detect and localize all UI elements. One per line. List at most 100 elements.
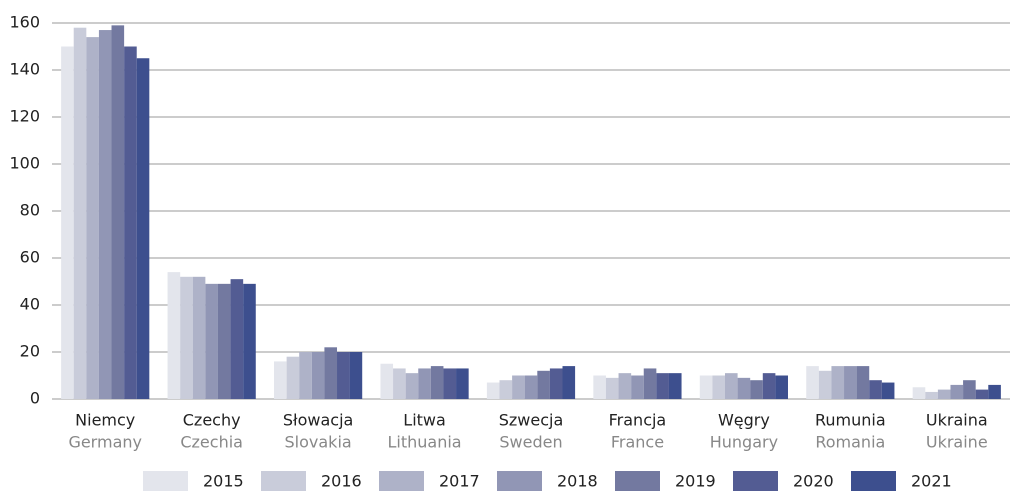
x-tick-label-en: Lithuania (388, 433, 462, 452)
bar (750, 380, 763, 399)
bar (762, 373, 776, 399)
x-tick-label: Ukraina (926, 411, 988, 430)
bar (98, 30, 112, 400)
legend-swatch (379, 471, 424, 491)
bar (311, 352, 325, 399)
x-tick-label-en: Germany (68, 433, 142, 452)
bar (724, 373, 738, 399)
bar (668, 373, 682, 399)
x-tick-label-en: Ukraine (926, 433, 988, 452)
y-tick-label: 100 (9, 154, 40, 173)
bar (405, 373, 419, 399)
bar (937, 389, 951, 399)
bar (925, 391, 938, 399)
bar (737, 377, 751, 399)
bar (844, 366, 857, 399)
bar (205, 283, 218, 399)
bar (443, 368, 457, 399)
bar (549, 368, 563, 399)
bar (124, 46, 137, 399)
x-tick-label: Francja (609, 411, 667, 430)
bar (512, 375, 525, 399)
x-tick-label: Słowacja (283, 411, 353, 430)
legend-label: 2017 (439, 472, 480, 491)
legend-swatch (261, 471, 306, 491)
legend-label: 2021 (911, 472, 952, 491)
bar (499, 380, 513, 399)
legend-swatch (733, 471, 778, 491)
x-tick-label: Rumunia (815, 411, 886, 430)
bar (656, 373, 669, 399)
x-tick-label: Węgry (718, 411, 770, 430)
y-tick-label: 80 (20, 201, 40, 220)
bar (775, 375, 788, 399)
bar (856, 366, 870, 399)
bar (430, 366, 444, 399)
bar (243, 283, 256, 399)
bar (975, 389, 989, 399)
legend-label: 2016 (321, 472, 362, 491)
bar (380, 363, 394, 399)
x-tick-label: Litwa (403, 411, 446, 430)
x-tick-label-en: Hungary (710, 433, 778, 452)
bar (699, 375, 713, 399)
legend-label: 2019 (675, 472, 716, 491)
bar (818, 370, 832, 399)
bar (393, 368, 406, 399)
bar (349, 352, 363, 399)
bar (593, 375, 606, 399)
bar (230, 279, 244, 399)
x-tick-label-en: Czechia (180, 433, 243, 452)
legend-label: 2020 (793, 472, 834, 491)
x-tick-label: Szwecja (499, 411, 564, 430)
bar (286, 356, 300, 399)
bar (605, 377, 619, 399)
y-tick-label: 40 (20, 295, 40, 314)
y-tick-label: 20 (20, 342, 40, 361)
bar (806, 366, 819, 399)
x-tick-label: Czechy (183, 411, 241, 430)
bar (537, 370, 550, 399)
bar (180, 276, 193, 399)
legend-swatch (615, 471, 660, 491)
bar (831, 366, 845, 399)
bar (988, 384, 1001, 399)
bar (136, 58, 150, 399)
bar (631, 375, 644, 399)
bar (618, 373, 632, 399)
bar (111, 25, 125, 399)
bar (274, 361, 287, 399)
bar (869, 380, 882, 399)
bar (881, 382, 895, 399)
bar (486, 382, 500, 399)
x-tick-label-en: Sweden (499, 433, 562, 452)
bar (61, 46, 74, 399)
y-tick-label: 60 (20, 248, 40, 267)
legend-swatch (851, 471, 896, 491)
bar (963, 380, 976, 399)
bar (524, 375, 538, 399)
bar (456, 368, 469, 399)
legend-swatch (143, 471, 188, 491)
x-tick-label-en: Romania (815, 433, 885, 452)
y-tick-label: 0 (30, 389, 40, 408)
bar (73, 27, 87, 399)
bar (337, 352, 350, 399)
bar (192, 276, 206, 399)
x-tick-label-en: Slovakia (285, 433, 352, 452)
y-tick-label: 120 (9, 107, 40, 126)
x-tick-label-en: France (611, 433, 664, 452)
y-tick-label: 160 (9, 13, 40, 32)
legend-label: 2018 (557, 472, 598, 491)
bar (167, 272, 181, 399)
bar (324, 347, 338, 399)
bar (912, 387, 926, 399)
bar (643, 368, 657, 399)
bar (418, 368, 431, 399)
bar (217, 283, 231, 399)
bar (86, 37, 99, 399)
legend-swatch (497, 471, 542, 491)
bar (299, 352, 312, 399)
legend-label: 2015 (203, 472, 244, 491)
